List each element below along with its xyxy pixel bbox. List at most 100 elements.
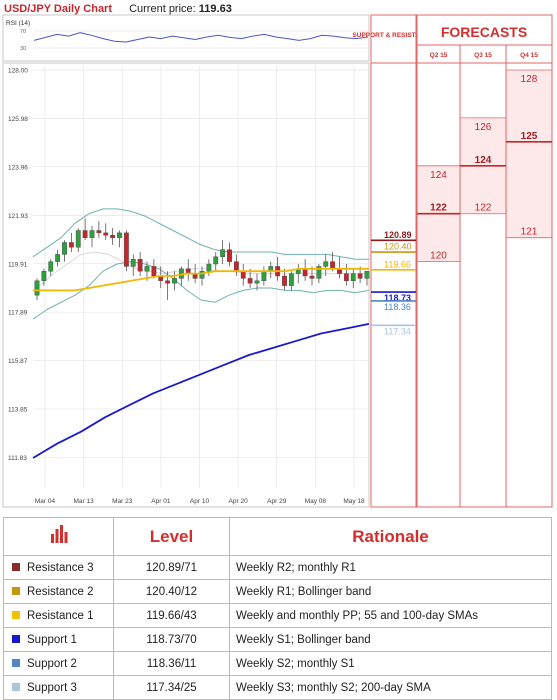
current-price-label: Current price: [129,3,196,15]
level-value: 120.89/71 [113,555,230,580]
y-tick-label: 119.91 [8,261,28,268]
sr-level-value: 119.66 [384,259,411,269]
level-name: Resistance 3 [27,561,94,574]
candle-body [110,235,116,238]
forecast-high-value: 128 [521,74,538,85]
candle-body [282,275,287,286]
x-tick-labels: Mar 04 Mar 13 Mar 23 Apr 01 Apr 10 Apr 20 Apr … [35,498,365,505]
sma-yellow-line [33,267,369,292]
table-header-icon-cell [3,517,114,556]
current-price-value: 119.63 [198,3,232,15]
forecast-low-value: 120 [430,251,447,262]
rsi-series [33,32,369,43]
level-rationale: Weekly S2; monthly S1 [229,651,552,676]
level-value: 117.34/25 [113,675,230,700]
candle-body [343,273,349,281]
level-name: Support 2 [27,657,77,670]
candle-body [34,280,40,296]
level-rationale: Weekly R2; monthly R1 [229,555,552,580]
rsi-level-70: 70 [20,29,26,35]
level-name-cell: Resistance 2 [3,579,114,604]
price-panel [2,62,370,508]
sr-level-value: 118.36 [384,302,411,312]
candle-body [206,263,212,272]
sma-blue-line [32,323,370,459]
candle-body [41,271,47,281]
y-tick-label: 111.83 [8,455,27,462]
candle-body [316,266,322,279]
candle-body [323,261,329,267]
candle-body [247,278,253,284]
rsi-label: RSI (14) [6,20,30,27]
level-name: Support 3 [27,681,77,694]
x-tick-label: Apr 20 [229,498,249,505]
candle-body [261,271,267,281]
forecast-quarter-label: Q4 15 [520,52,538,59]
y-tick-label: 125.98 [8,116,28,123]
candle-body [151,266,157,277]
x-tick-label: Apr 01 [151,498,171,505]
sr-column [370,14,417,508]
candle-body [165,280,171,284]
level-name-cell: Support 1 [3,627,114,652]
candle-body [82,230,88,238]
candle-body [137,259,143,272]
candle-body [130,259,136,267]
candle-body [68,242,74,248]
candle-body [144,266,150,272]
y-tick-label: 113.85 [8,406,28,413]
table-header-row: Level Rationale [3,517,552,556]
candle-body [117,232,122,238]
color-swatch [12,635,20,644]
bb-upper-line [32,208,369,260]
levels-table: Level Rationale Resistance 3 120.89/71 Wee… [3,517,552,700]
forecast-range [506,70,552,238]
candle-body [357,273,363,279]
candle-body [172,278,177,284]
candle-body [48,261,54,272]
level-value: 119.66/43 [113,603,230,628]
sr-level-value: 117.34 [384,326,411,336]
level-name: Resistance 1 [27,609,94,622]
table-row: Support 1 118.73/70 Weekly S1; Bollinger b… [3,627,552,652]
level-name-cell: Resistance 1 [3,603,114,628]
forecast-high-value: 124 [430,170,447,181]
candle-body [62,242,67,255]
candle-body [227,249,232,262]
level-name: Resistance 2 [27,585,94,598]
forecast-cells: Q2 15 Q3 15 Q4 15 124 122 120 126 124 122 128 125 1… [417,52,552,263]
x-tick-label: May 08 [305,498,327,505]
forecast-low-value: 122 [475,203,492,214]
color-swatch [12,683,20,692]
forecast-quarter-label: Q2 15 [430,52,448,59]
level-value: 118.36/11 [113,651,230,676]
y-tick-label: 123.96 [8,164,28,171]
y-tick-labels: 128.00 125.98 123.96 121.93 119.91 117.89 115.… [8,68,28,462]
candle-body [75,230,81,248]
bollinger-bands [32,208,370,320]
level-rationale: Weekly S1; Bollinger band [229,627,552,652]
candle-body [240,271,246,279]
candle-body [123,232,129,267]
forecast-high-value: 126 [475,122,492,133]
color-swatch [12,563,20,572]
table-row: Support 3 117.34/25 Weekly S3; monthly S2;… [3,675,552,700]
candle-body [233,261,239,272]
table-row: Resistance 1 119.66/43 Weekly and monthly … [3,603,552,628]
x-tick-label: May 18 [343,498,365,505]
candle-body [254,280,260,284]
forecast-mid-value: 125 [521,131,538,142]
level-value: 120.40/12 [113,579,230,604]
candle-body [330,261,336,270]
level-name-cell: Resistance 3 [3,555,114,580]
candle-body [89,230,95,238]
candle-body [96,230,102,234]
color-swatch [12,587,20,596]
table-row: Support 2 118.36/11 Weekly S2; monthly S1 [3,651,552,676]
table-row: Resistance 2 120.40/12 Weekly R1; Bollinge… [3,579,552,604]
sr-level-value: 118.73 [384,293,411,303]
bb-middle-line [39,251,369,286]
candle-body [350,273,356,281]
sr-header-label: SUPPORT & RESISTANCE [352,32,434,39]
